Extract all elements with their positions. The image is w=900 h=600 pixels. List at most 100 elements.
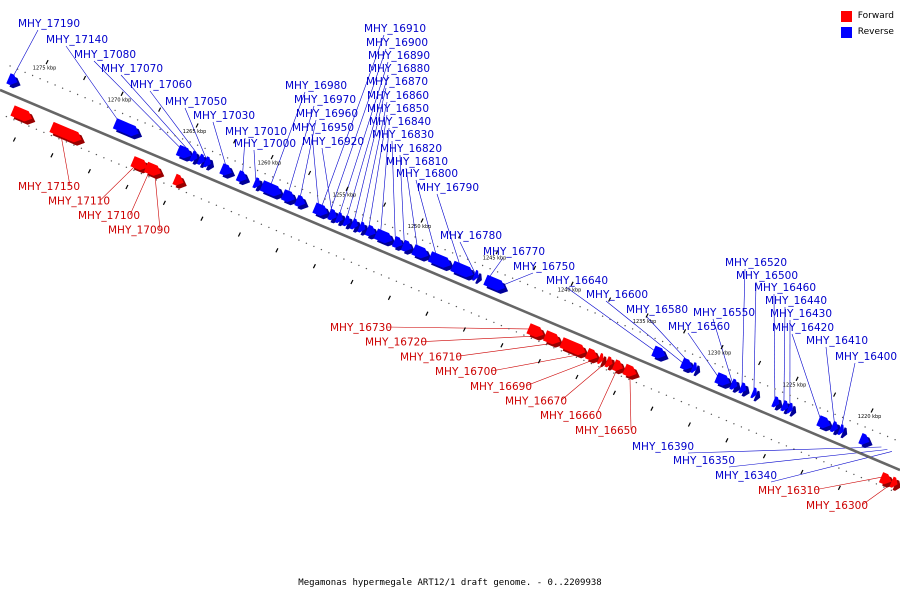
gene-label: MHY_16350 — [673, 455, 735, 467]
ruler-dot — [245, 217, 248, 219]
ruler-dot — [121, 112, 124, 115]
ruler-dash — [795, 376, 799, 382]
ruler-dot — [388, 277, 390, 279]
gene-label: MHY_16720 — [365, 337, 427, 349]
forward-gene-arrow — [889, 476, 900, 491]
ruler-dot — [58, 138, 60, 140]
leader-line — [184, 107, 209, 163]
forward-gene-arrow — [10, 105, 36, 125]
ruler-dot — [639, 331, 641, 333]
reverse-gene-arrow — [280, 189, 299, 206]
ruler-dot — [748, 429, 750, 431]
ruler-tick-label: 1260 kbp — [258, 161, 282, 167]
ruler-dot — [440, 299, 443, 301]
ruler-dot — [819, 407, 821, 409]
gene-label: MHY_17010 — [225, 126, 287, 138]
gene-label: MHY_16700 — [435, 366, 497, 378]
ruler-dot — [181, 138, 184, 140]
ruler-dash — [425, 311, 429, 316]
gene-labels: MHY_17150 MHY_17110 MHY_17100 MHY_17090 MHY_… — [18, 18, 897, 512]
legend-forward-swatch — [840, 10, 852, 22]
ruler-dot — [361, 214, 364, 216]
reverse-gene-arrow — [786, 402, 797, 417]
ruler-dot — [470, 312, 473, 314]
ruler-dash — [833, 392, 837, 397]
gene-label: MHY_16950 — [292, 122, 354, 134]
ruler-dot — [845, 470, 848, 472]
ruler-dash — [420, 218, 424, 223]
forward-gene-arrow — [611, 359, 627, 375]
gene-label: MHY_16970 — [294, 94, 356, 106]
gene-label: MHY_16390 — [632, 441, 694, 453]
ruler-dot — [568, 353, 570, 355]
ruler-dot — [298, 239, 300, 241]
ruler-dot — [28, 125, 30, 127]
ruler-dot — [451, 252, 454, 254]
ruler-dot — [789, 394, 791, 397]
gene-label: MHY_16850 — [367, 103, 429, 115]
ruler-dot — [80, 147, 83, 149]
ruler-dot — [823, 461, 825, 463]
ruler-dot — [549, 293, 551, 295]
ruler-dot — [834, 413, 836, 416]
ruler-dot — [144, 122, 146, 124]
ruler-dot — [5, 115, 8, 118]
ruler-dash — [570, 281, 574, 287]
ruler-dash — [687, 422, 691, 427]
ruler-dot — [856, 423, 859, 425]
ruler-dot — [496, 271, 499, 273]
ruler-dot — [594, 312, 596, 314]
ruler-dot — [879, 432, 881, 435]
gene-label: MHY_16600 — [586, 289, 648, 301]
reverse-gene-arrow — [312, 202, 332, 220]
reverse-gene-arrow — [411, 244, 432, 262]
leader-line — [753, 281, 757, 394]
gene-label: MHY_17090 — [108, 225, 170, 237]
ruler-dot — [481, 264, 484, 267]
ruler-dash — [387, 295, 391, 301]
ruler-dot — [448, 302, 450, 305]
reverse-gene-arrow — [750, 387, 761, 402]
ruler-dot — [706, 359, 709, 362]
ruler-dot — [316, 195, 319, 197]
gene-label: MHY_16910 — [364, 23, 426, 35]
ruler-dash — [683, 329, 687, 334]
gene-label: MHY_16980 — [285, 80, 347, 92]
ruler-dot — [369, 217, 371, 219]
ruler-dot — [9, 65, 11, 67]
ruler-dot — [279, 179, 281, 181]
gene-label: MHY_16920 — [302, 136, 364, 148]
gene-label: MHY_17080 — [74, 49, 136, 61]
ruler-dash — [533, 265, 537, 271]
ruler-dot — [733, 423, 735, 425]
ruler-dash — [308, 170, 312, 176]
gene-label: MHY_16840 — [369, 116, 431, 128]
ruler-tick-label: 1225 kbp — [783, 382, 807, 388]
ruler-dot — [429, 242, 431, 245]
gene-label: MHY_16820 — [380, 143, 442, 155]
ruler-dot — [740, 426, 743, 428]
ruler-dot — [373, 271, 375, 273]
ruler-dot — [770, 438, 773, 441]
ruler-dot — [24, 71, 26, 74]
ruler-dot — [774, 388, 776, 390]
gene-label: MHY_16750 — [513, 261, 575, 273]
ruler-dot — [294, 185, 296, 188]
ruler-dot — [328, 252, 330, 254]
ruler-dot — [616, 321, 619, 324]
reverse-gene-arrow — [816, 415, 834, 432]
reverse-gene-arrow — [729, 378, 741, 393]
ruler-dot — [88, 150, 90, 153]
gene-label: MHY_16960 — [296, 108, 358, 120]
ruler-dot — [493, 321, 495, 324]
gene-label: MHY_16860 — [367, 90, 429, 102]
gene-label: MHY_17070 — [101, 63, 163, 75]
forward-gene-arrow — [559, 337, 589, 359]
ruler-dot — [635, 381, 638, 384]
genome-backbone — [0, 88, 900, 472]
gene-label: MHY_16650 — [575, 425, 637, 437]
ruler-dot — [234, 160, 236, 162]
leader-line — [253, 149, 257, 183]
ruler-dash — [312, 263, 316, 269]
ruler-dot — [260, 223, 263, 225]
